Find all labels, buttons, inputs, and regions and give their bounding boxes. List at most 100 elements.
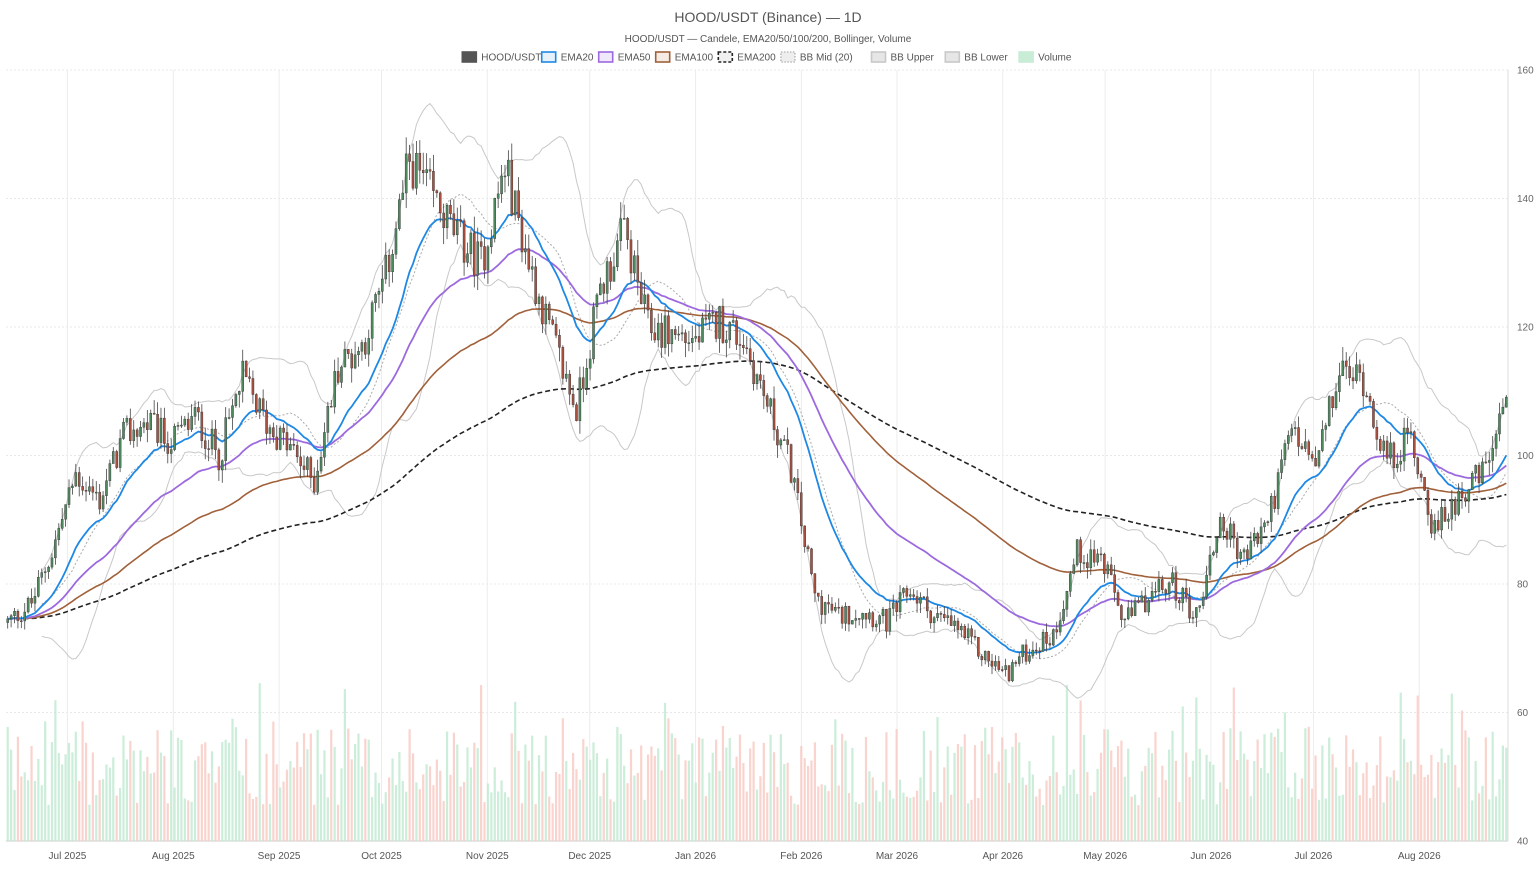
volume-bar: [156, 730, 159, 841]
candle-body: [1205, 574, 1208, 598]
volume-bar: [1215, 804, 1218, 841]
volume-bar: [183, 798, 186, 841]
candle-body: [1058, 620, 1062, 633]
volume-bar: [878, 801, 881, 841]
candle: [1075, 538, 1079, 567]
candle: [708, 304, 711, 331]
candle: [203, 427, 207, 460]
volume-bar: [1195, 697, 1198, 841]
volume-bar: [1154, 731, 1157, 841]
volume-bar: [902, 792, 905, 841]
volume-bar: [439, 770, 442, 841]
candle: [1048, 636, 1052, 650]
legend-item-ema100[interactable]: EMA100: [654, 51, 714, 64]
candle-body: [1355, 364, 1358, 382]
legend-item-ema200[interactable]: EMA200: [717, 51, 776, 64]
volume-bar: [493, 767, 496, 841]
candle-body: [1171, 572, 1174, 584]
volume-bar: [500, 780, 503, 841]
candle: [966, 623, 970, 645]
volume-bar: [861, 802, 864, 841]
legend-item-volume[interactable]: Volume: [1018, 51, 1072, 64]
candle: [1307, 439, 1311, 461]
candle-body: [343, 349, 347, 368]
candle-body: [1494, 433, 1498, 449]
candle: [1235, 532, 1239, 569]
candle: [37, 570, 40, 598]
volume-bar: [636, 772, 639, 841]
volume-bar: [1392, 770, 1396, 841]
candle-body: [381, 278, 384, 292]
volume-bar: [670, 733, 673, 841]
volume-bar: [697, 737, 701, 841]
candle: [902, 587, 905, 598]
candle-body: [677, 333, 680, 336]
candle-body: [1184, 587, 1188, 597]
candle-body: [997, 661, 1001, 670]
bb-mid-line: [41, 193, 1507, 660]
candle-body: [306, 457, 309, 470]
candle: [20, 616, 23, 629]
legend-item-bb-lower[interactable]: BB Lower: [944, 51, 1008, 64]
volume-bar: [1481, 785, 1484, 841]
legend-item-hood-usdt[interactable]: HOOD/USDT: [461, 51, 541, 64]
candle-body: [64, 504, 67, 520]
candle-body: [888, 608, 892, 632]
candle-body: [871, 612, 875, 628]
candle-body: [1232, 523, 1236, 539]
candle-body: [459, 220, 462, 222]
legend-label: HOOD/USDT: [481, 53, 541, 64]
volume-bar: [112, 757, 115, 841]
volume-bar: [1341, 794, 1344, 841]
candle: [224, 407, 227, 471]
legend-item-bb-mid-20[interactable]: BB Mid (20): [780, 51, 853, 64]
volume-bar: [217, 766, 220, 841]
volume-bar: [1232, 687, 1235, 841]
volume-bar: [483, 802, 486, 841]
volume-bar: [330, 729, 333, 841]
volume-bar: [255, 796, 258, 841]
volume-bar: [1477, 793, 1481, 841]
candle: [898, 585, 902, 619]
candle: [786, 427, 789, 455]
legend-item-bb-upper[interactable]: BB Upper: [870, 51, 935, 64]
volume-bar: [888, 790, 891, 841]
candle: [840, 605, 844, 629]
candle-body: [1028, 655, 1031, 662]
volume-bar: [915, 790, 919, 841]
volume-bar: [623, 765, 626, 841]
volume-bar: [1014, 733, 1017, 841]
volume-bar: [1317, 799, 1321, 841]
candle-body: [309, 457, 313, 478]
candle: [1184, 578, 1188, 603]
legend-item-ema20[interactable]: EMA20: [540, 51, 594, 64]
candle-body: [159, 417, 163, 443]
volume-bar: [793, 803, 796, 841]
candle-body: [571, 393, 575, 405]
candle: [847, 605, 851, 632]
candle: [490, 229, 493, 254]
candle-body: [1154, 591, 1157, 593]
candle: [500, 165, 503, 203]
candle: [105, 468, 108, 505]
candle-body: [1106, 564, 1110, 575]
legend-item-ema50[interactable]: EMA50: [597, 51, 651, 64]
candle-body: [1334, 391, 1338, 409]
candle-body: [990, 660, 994, 667]
volume-bar: [1103, 729, 1106, 841]
candle: [1014, 660, 1018, 667]
candle: [108, 459, 112, 487]
candle-body: [517, 190, 520, 218]
candle: [1045, 623, 1048, 652]
legend-label: EMA50: [618, 53, 651, 64]
volume-bar: [520, 803, 524, 841]
volume-bar: [1460, 710, 1464, 841]
volume-bar: [898, 779, 902, 841]
volume-bar: [820, 784, 823, 841]
candle: [973, 629, 977, 641]
candle: [493, 197, 497, 243]
volume-bar: [1266, 773, 1269, 841]
candle-body: [956, 620, 960, 631]
candle-body: [868, 612, 871, 620]
candle-body: [74, 472, 78, 487]
